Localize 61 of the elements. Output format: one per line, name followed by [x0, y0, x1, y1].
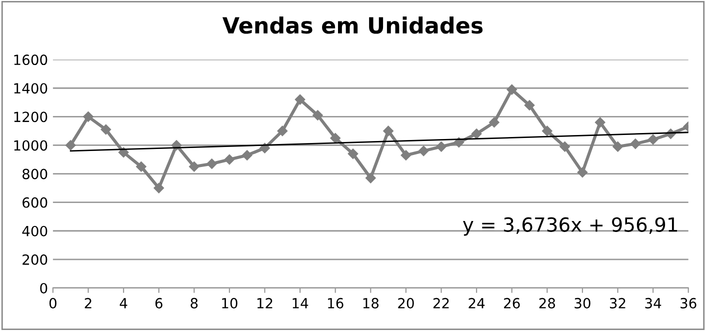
x-tick-label: 32 [610, 298, 626, 308]
point [277, 126, 288, 136]
y-tick-label: 1200 [14, 112, 48, 122]
point [330, 132, 340, 144]
point [630, 138, 641, 149]
point [489, 117, 500, 128]
x-tick-label: 18 [363, 298, 379, 308]
x-tick-label: 36 [680, 298, 696, 308]
point [65, 140, 76, 150]
x-tick-label: 14 [292, 298, 308, 308]
point [400, 150, 412, 160]
point [83, 112, 94, 122]
point [136, 162, 146, 172]
x-tick-label: 28 [539, 298, 556, 308]
x-tick-label: 10 [222, 298, 238, 308]
point [648, 134, 658, 145]
chart-title: Vendas em Unidades [222, 16, 483, 34]
y-tick-label: 200 [22, 254, 48, 265]
y-tick-label: 600 [22, 197, 48, 208]
point [594, 117, 606, 128]
x-tick-label: 8 [190, 298, 198, 308]
x-tick-label: 4 [120, 298, 128, 308]
y-tick-label: 0 [40, 282, 48, 294]
point [454, 137, 464, 148]
point [294, 94, 306, 105]
x-tick-label: 12 [257, 298, 272, 308]
point [506, 84, 517, 95]
point [383, 126, 394, 136]
x-tick-label: 24 [468, 298, 485, 308]
point [471, 128, 482, 139]
point [612, 142, 623, 152]
point [189, 162, 200, 172]
x-tick-label: 22 [433, 298, 449, 308]
y-tick-label: 400 [22, 226, 48, 236]
x-tick-label: 34 [645, 298, 662, 308]
point [560, 142, 570, 152]
point [366, 172, 376, 184]
point [224, 154, 235, 165]
point [154, 182, 164, 194]
point [542, 126, 552, 136]
x-tick-label: 26 [504, 298, 520, 308]
x-tick-label: 2 [84, 298, 92, 308]
point [436, 142, 446, 152]
point [312, 110, 323, 120]
x-tick-label: 6 [155, 298, 162, 308]
point [348, 148, 358, 159]
point [418, 146, 429, 156]
y-tick-label: 1600 [14, 54, 48, 66]
annotation: y = 3,6736x + 956,91 [463, 217, 678, 236]
point [577, 167, 588, 178]
x-tick-label: 16 [328, 298, 344, 308]
point [524, 100, 535, 110]
point [100, 124, 112, 135]
x-tick-label: 20 [398, 298, 414, 308]
y-tick-label: 1000 [14, 140, 48, 151]
point [242, 150, 252, 160]
y-tick-label: 1400 [14, 83, 48, 94]
x-tick-label: 0 [49, 298, 56, 308]
y-tick-label: 800 [22, 168, 48, 180]
point [206, 158, 217, 169]
x-tick-label: 30 [574, 298, 590, 308]
